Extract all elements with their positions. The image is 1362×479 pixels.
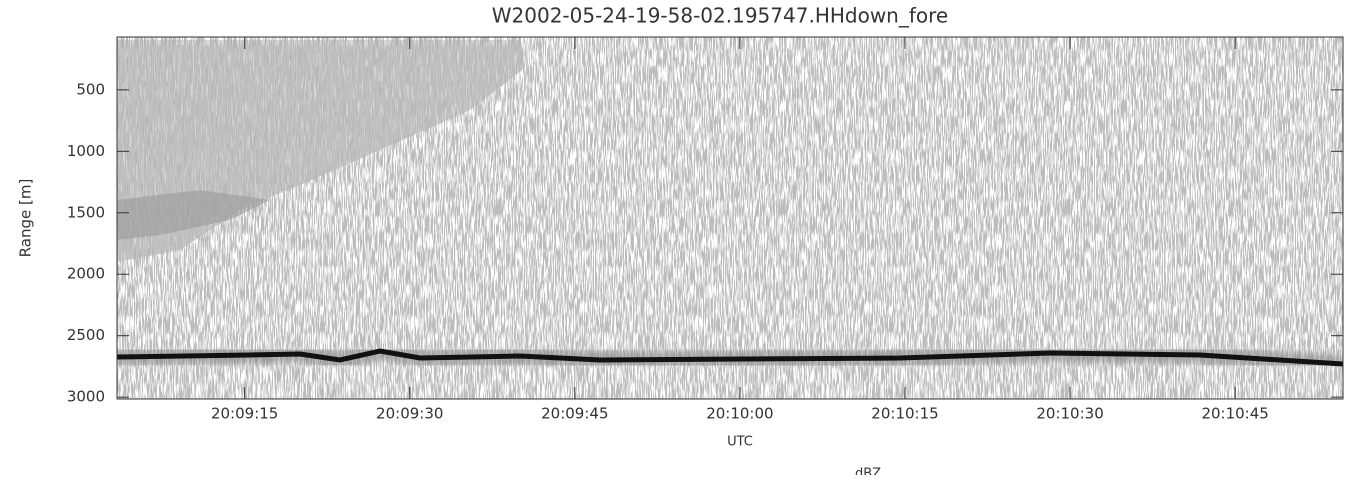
x-axis-label: UTC — [727, 435, 753, 450]
chart-title: W2002-05-24-19-58-02.195747.HHdown_fore — [492, 4, 948, 28]
y-tick-label: 2500 — [67, 326, 105, 344]
x-tick-label: 20:10:00 — [706, 405, 773, 423]
radar-image — [117, 37, 1343, 399]
y-tick-label: 500 — [76, 80, 105, 98]
y-tick-label: 1500 — [67, 203, 105, 221]
plot-frame — [116, 36, 1344, 400]
y-tick-label: 3000 — [67, 388, 105, 406]
x-tick-label: 20:10:45 — [1201, 405, 1268, 423]
y-tick-label: 1000 — [67, 142, 105, 160]
x-tick-label: 20:10:30 — [1036, 405, 1103, 423]
x-tick-label: 20:09:45 — [541, 405, 608, 423]
y-axis-label: Range [m] — [17, 179, 35, 258]
x-tick-label: 20:09:15 — [211, 405, 278, 423]
x-tick-label: 20:10:15 — [871, 405, 938, 423]
y-tick-label: 2000 — [67, 265, 105, 283]
colorbar-label: dBZ — [855, 467, 881, 476]
x-tick-label: 20:09:30 — [376, 405, 443, 423]
